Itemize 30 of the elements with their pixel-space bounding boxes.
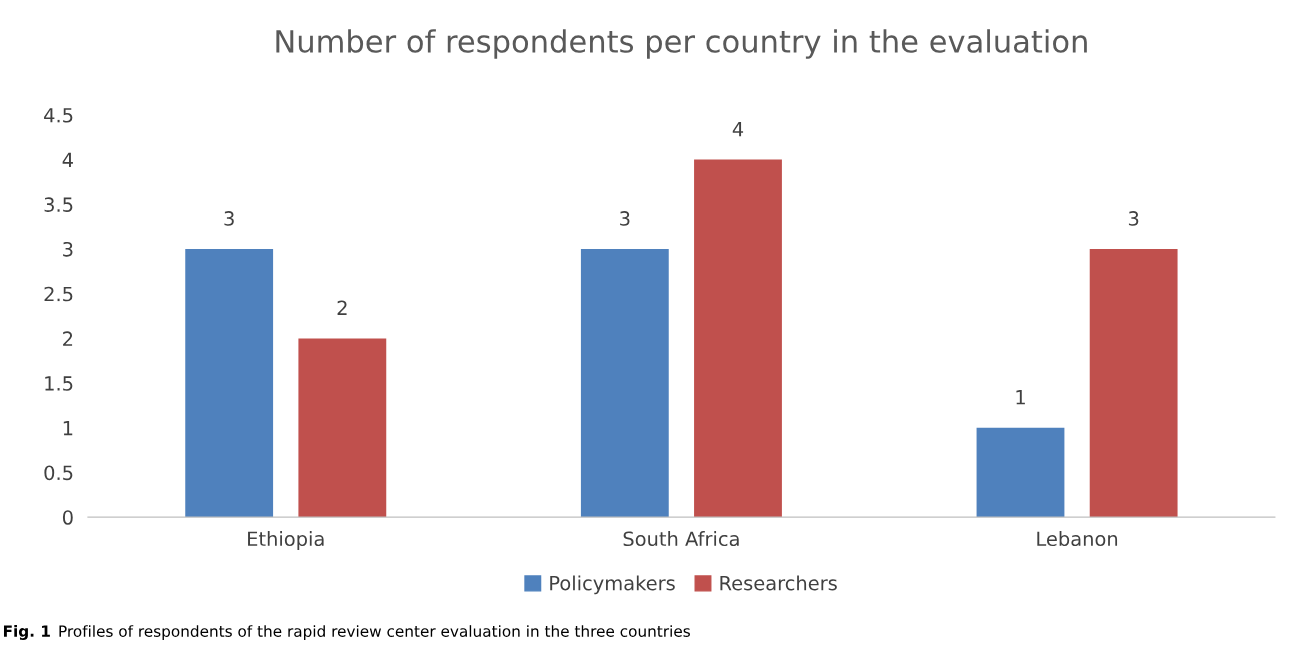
y-tick-label: 1.5 [45, 376, 73, 391]
bar [694, 159, 782, 518]
bar [580, 249, 669, 518]
legend-label: Policymakers [550, 575, 675, 595]
x-tick-label: Lebanon [1037, 531, 1118, 547]
y-tick-label: 4.5 [44, 108, 73, 123]
chart-title: Number of respondents per country in the evaluation [276, 29, 1087, 59]
caption: Fig. 1 [3, 625, 50, 640]
bar [976, 427, 1065, 518]
data-label: 4 [732, 121, 744, 137]
y-tick-label: 4 [62, 152, 73, 168]
data-label: 3 [620, 211, 630, 226]
data-label: 3 [224, 211, 234, 226]
x-tick-label: Ethiopia [248, 531, 324, 550]
y-tick-label: 0 [62, 510, 73, 525]
y-tick-label: 0.5 [44, 465, 73, 481]
text: Profiles of respondents of the rapid review center evaluation in the three countries [59, 625, 690, 640]
data-label: 1 [1016, 390, 1025, 405]
y-tick-label: 3.5 [44, 197, 73, 212]
x-tick-label: South Africa [623, 531, 739, 547]
bar [298, 338, 387, 518]
y-tick-label: 3 [63, 241, 73, 257]
legend-label: Researchers [720, 575, 837, 591]
data-label: 3 [1128, 211, 1139, 226]
y-tick-label: 2 [63, 331, 73, 346]
y-tick-label: 2.5 [44, 286, 73, 302]
data-label: 2 [337, 300, 347, 315]
y-tick-label: 1 [63, 421, 73, 436]
bar [1089, 249, 1178, 518]
bar [185, 249, 274, 518]
